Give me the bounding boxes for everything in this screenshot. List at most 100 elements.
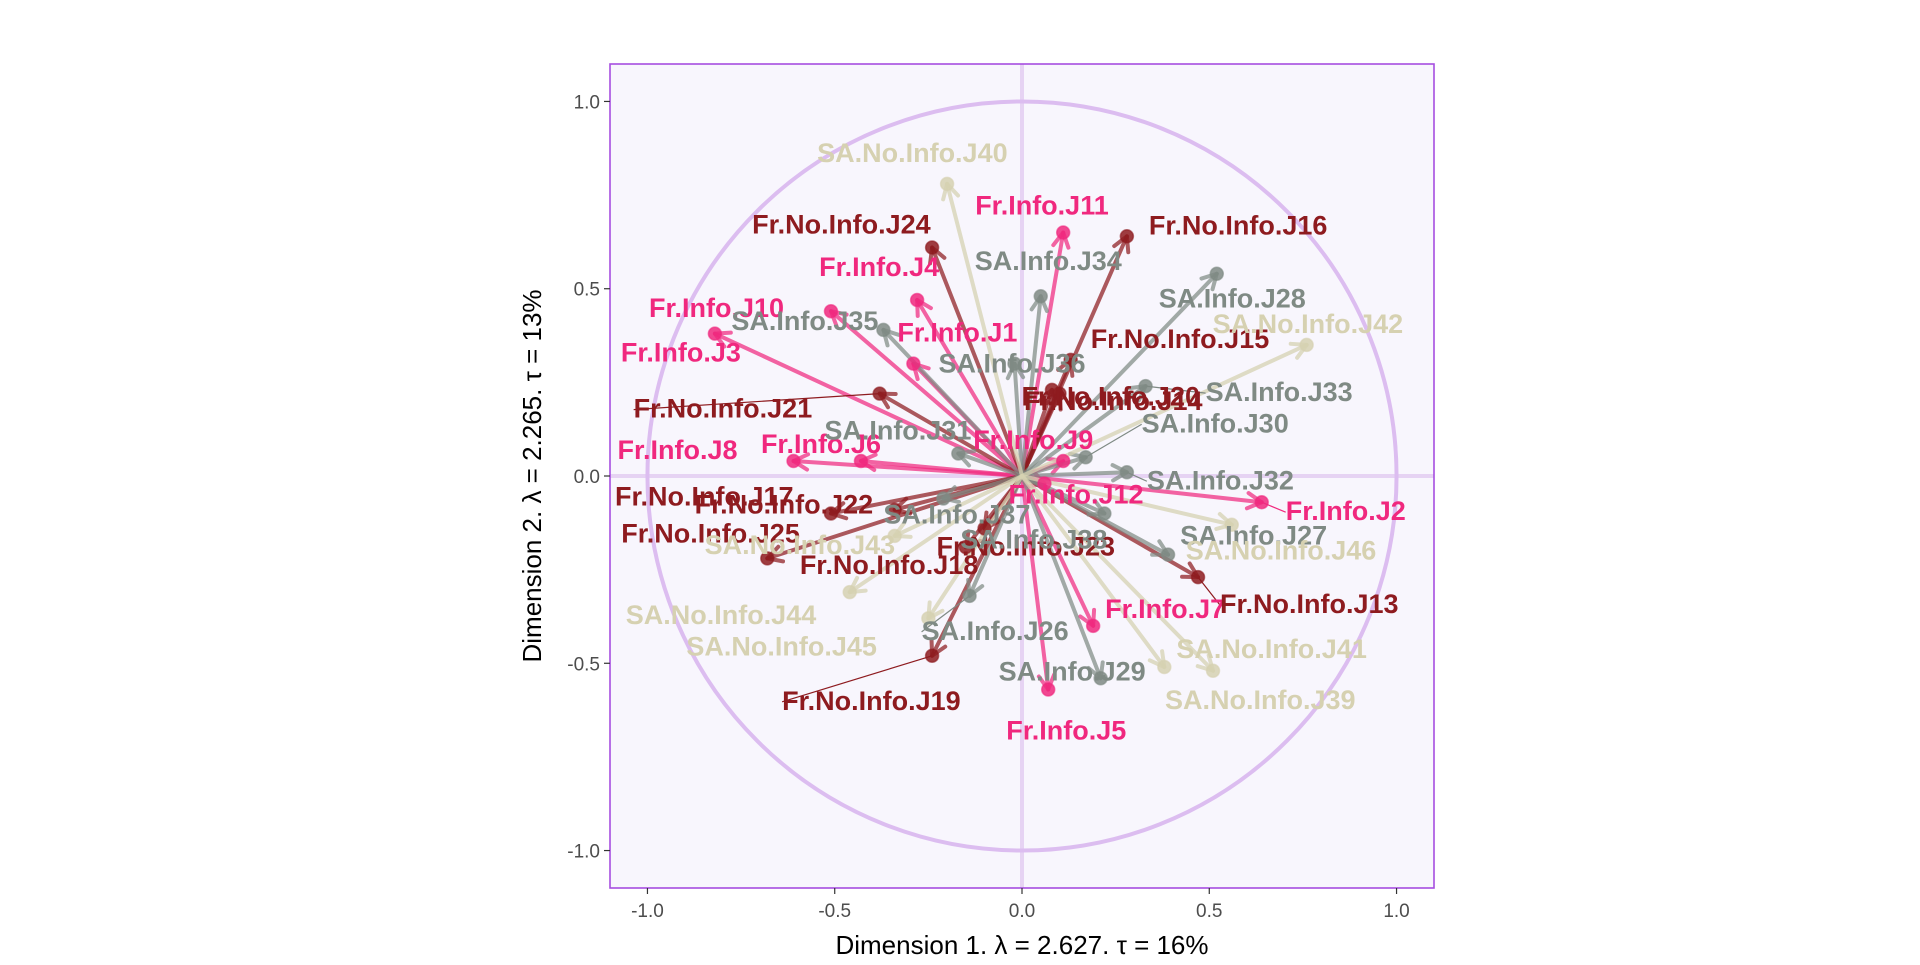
point-sa-no-info-j42 <box>1299 337 1314 353</box>
point-fr-info-j8 <box>786 453 801 469</box>
label-fr-no-info-j14: Fr.No.Info.J14 <box>1024 386 1203 416</box>
leader-fr-no-info-j21 <box>633 393 880 411</box>
arrow-fr-info-j10 <box>828 309 1024 478</box>
point-sa-info-j34 <box>1033 288 1048 304</box>
label-fr-no-info-j24: Fr.No.Info.J24 <box>752 210 931 240</box>
label-fr-info-j10: Fr.Info.J10 <box>649 293 784 323</box>
y-tick-label: -1.0 <box>567 842 600 863</box>
label-fr-no-info-j15: Fr.No.Info.J15 <box>1091 324 1270 354</box>
x-tick-label: -0.5 <box>818 901 851 922</box>
point-fr-info-j6 <box>853 453 869 469</box>
arrow-fr-no-info-j20 <box>1020 391 1062 478</box>
point-sa-no-info-j41 <box>1157 659 1172 675</box>
x-tick-label: 0.5 <box>1196 901 1222 922</box>
point-sa-no-info-j40 <box>939 176 955 192</box>
point-fr-no-info-j22 <box>887 502 902 517</box>
arrow-sa-info-j28 <box>1020 271 1219 478</box>
point-fr-no-info-j18 <box>958 539 974 555</box>
point-sa-no-info-j45 <box>921 611 936 626</box>
point-sa-no-info-j39 <box>1205 663 1221 679</box>
point-sa-info-j29 <box>1093 671 1108 686</box>
label-sa-info-j29: SA.Info.J29 <box>999 656 1146 686</box>
point-fr-info-j3 <box>707 326 723 341</box>
arrow-fr-no-info-j24 <box>930 245 1024 478</box>
y-tick-label: 0.0 <box>574 467 600 488</box>
point-sa-no-info-j46 <box>1224 517 1239 532</box>
point-fr-info-j1 <box>906 356 921 371</box>
label-fr-no-info-j22: Fr.No.Info.J22 <box>695 490 874 520</box>
y-tick-label: 1.0 <box>574 92 600 113</box>
point-sa-info-j28 <box>1209 266 1225 281</box>
leader-sa-info-j32 <box>1126 471 1148 482</box>
leader-sa-info-j26 <box>921 595 970 633</box>
point-fr-info-j10 <box>823 303 839 319</box>
label-fr-info-j6: Fr.Info.J6 <box>761 429 881 459</box>
arrow-fr-info-j7 <box>1020 474 1096 628</box>
label-sa-info-j35: SA.Info.J35 <box>731 306 878 336</box>
label-sa-info-j30: SA.Info.J30 <box>1142 408 1289 438</box>
label-sa-info-j32: SA.Info.J32 <box>1147 465 1294 495</box>
label-sa-no-info-j43: SA.No.Info.J43 <box>705 530 896 560</box>
x-tick-label: 0.0 <box>1009 901 1035 922</box>
label-fr-info-j9: Fr.Info.J9 <box>973 425 1093 455</box>
point-fr-no-info-j20 <box>1052 386 1067 401</box>
point-sa-info-j38 <box>1097 506 1112 521</box>
arrow-sa-no-info-j39 <box>1020 474 1216 673</box>
arrow-sa-info-j31 <box>956 451 1024 478</box>
leader-fr-no-info-j13 <box>1197 576 1221 606</box>
label-fr-info-j2: Fr.Info.J2 <box>1286 496 1406 526</box>
arrow-sa-no-info-j46 <box>1020 474 1234 527</box>
point-sa-info-j27 <box>1160 547 1176 562</box>
arrow-fr-no-info-j21 <box>877 391 1024 478</box>
leader-fr-no-info-j19 <box>781 655 933 703</box>
arrow-sa-info-j38 <box>1020 474 1107 516</box>
point-fr-no-info-j15 <box>1063 352 1078 368</box>
leader-sa-info-j30 <box>1085 423 1142 458</box>
label-sa-no-info-j40: SA.No.Info.J40 <box>817 138 1008 168</box>
arrow-fr-info-j5 <box>1020 474 1051 692</box>
arrow-sa-info-j32 <box>1020 470 1129 478</box>
point-sa-no-info-j43 <box>887 528 902 544</box>
arrow-fr-no-info-j17 <box>828 474 1024 516</box>
point-fr-no-info-j23 <box>977 521 992 536</box>
arrow-sa-no-info-j45 <box>926 474 1024 621</box>
point-fr-info-j4 <box>909 292 925 308</box>
arrow-fr-info-j2 <box>1020 474 1264 505</box>
label-sa-no-info-j46: SA.No.Info.J46 <box>1186 536 1377 566</box>
label-fr-no-info-j19: Fr.No.Info.J19 <box>782 686 961 716</box>
arrow-sa-info-j29 <box>1020 474 1103 681</box>
x-axis-title: Dimension 1. λ = 2.627. τ = 16% <box>835 930 1208 960</box>
y-axis-title: Dimension 2. λ = 2.265. τ = 13% <box>517 289 547 662</box>
point-fr-info-j7 <box>1085 618 1101 634</box>
point-fr-no-info-j17 <box>823 506 839 521</box>
label-fr-info-j7: Fr.Info.J7 <box>1105 594 1225 624</box>
point-sa-info-j37 <box>936 491 951 506</box>
label-sa-info-j26: SA.Info.J26 <box>922 616 1069 646</box>
point-fr-info-j12 <box>1037 476 1052 491</box>
point-sa-info-j35 <box>876 322 891 338</box>
label-sa-no-info-j41: SA.No.Info.J41 <box>1176 634 1367 664</box>
label-fr-no-info-j23: Fr.No.Info.J23 <box>937 531 1116 561</box>
label-sa-info-j31: SA.Info.J31 <box>824 416 971 446</box>
arrow-sa-info-j26 <box>967 474 1024 598</box>
arrow-sa-no-info-j40 <box>945 181 1024 478</box>
label-sa-no-info-j42: SA.No.Info.J42 <box>1213 309 1404 339</box>
arrow-fr-info-j4 <box>915 297 1024 478</box>
label-sa-no-info-j45: SA.No.Info.J45 <box>686 631 877 661</box>
point-fr-no-info-j16 <box>1119 229 1135 244</box>
label-fr-no-info-j13: Fr.No.Info.J13 <box>1220 589 1399 619</box>
arrow-fr-info-j11 <box>1020 230 1066 478</box>
label-fr-no-info-j25: Fr.No.Info.J25 <box>621 518 800 548</box>
label-fr-info-j12: Fr.Info.J12 <box>1008 479 1143 509</box>
label-fr-info-j3: Fr.Info.J3 <box>621 338 741 368</box>
label-sa-info-j38: SA.Info.J38 <box>960 524 1107 554</box>
label-fr-info-j5: Fr.Info.J5 <box>1006 715 1126 745</box>
leader-fr-info-j2 <box>1261 501 1286 513</box>
x-tick-label: -1.0 <box>631 901 664 922</box>
label-fr-info-j8: Fr.Info.J8 <box>618 435 738 465</box>
label-fr-no-info-j20: Fr.No.Info.J20 <box>1021 382 1200 412</box>
label-fr-no-info-j17: Fr.No.Info.J17 <box>615 481 794 511</box>
label-fr-no-info-j21: Fr.No.Info.J21 <box>634 394 813 424</box>
leader-sa-info-j33 <box>1145 385 1206 394</box>
